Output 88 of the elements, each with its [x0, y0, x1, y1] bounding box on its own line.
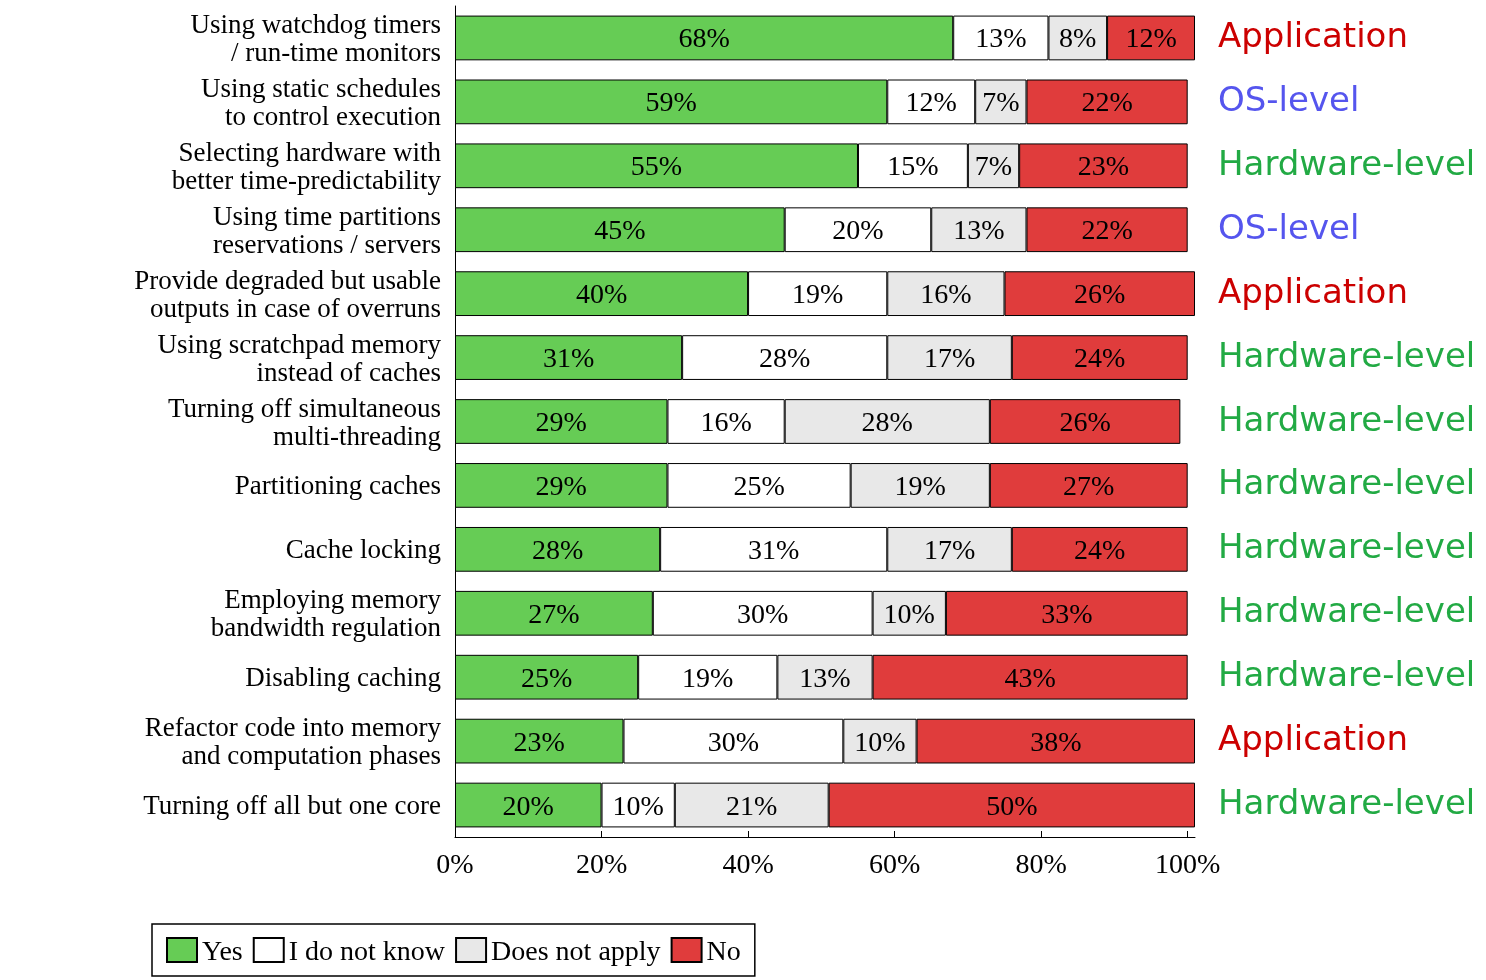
- x-tick-label: 40%: [722, 847, 774, 879]
- data-label: 59%: [645, 86, 697, 118]
- data-label: 23%: [1077, 150, 1130, 182]
- data-label: 29%: [535, 406, 587, 437]
- x-tick-label: 80%: [1015, 847, 1067, 879]
- data-label: 7%: [982, 86, 1020, 118]
- data-label: 27%: [1063, 469, 1115, 501]
- y-tick-label: Using time partitions reservations / servers: [213, 200, 441, 259]
- data-label: 7%: [974, 150, 1013, 182]
- data-label: 31%: [748, 533, 800, 565]
- y-tick-label: Employing memory bandwidth regulation: [210, 584, 442, 643]
- data-label: 16%: [700, 406, 752, 437]
- data-label: 13%: [953, 214, 1005, 246]
- data-label: 19%: [682, 661, 734, 693]
- text: Application: [1218, 718, 1408, 759]
- text: Hardware-level: [1218, 782, 1476, 823]
- x-tick-label: 0%: [436, 847, 474, 879]
- data-label: 55%: [630, 150, 683, 182]
- data-label: 28%: [531, 533, 584, 565]
- text: Hardware-level: [1218, 142, 1476, 183]
- data-label: 20%: [832, 214, 884, 246]
- data-label: 19%: [792, 278, 844, 310]
- y-tick-label: Provide degraded but usable outputs in case of overruns: [134, 264, 442, 323]
- data-label: 22%: [1081, 214, 1133, 246]
- data-label: 8%: [1059, 22, 1097, 54]
- data-label: 43%: [1004, 661, 1056, 693]
- y-tick-label: Selecting hardware with better time-predictability: [171, 136, 442, 195]
- data-label: 38%: [1030, 725, 1082, 757]
- data-label: 24%: [1074, 342, 1126, 374]
- data-label: 26%: [1074, 278, 1126, 310]
- data-label: 13%: [799, 661, 851, 693]
- y-tick-label: Disabling caching: [245, 662, 441, 693]
- text: Hardware-level: [1218, 398, 1476, 439]
- data-label: 33%: [1041, 597, 1093, 629]
- data-label: 26%: [1059, 406, 1111, 437]
- text: Hardware-level: [1218, 526, 1476, 567]
- legend-label: Yes: [202, 934, 243, 966]
- data-label: 45%: [594, 214, 646, 246]
- data-label: 30%: [737, 597, 789, 629]
- data-label: 50%: [986, 789, 1038, 821]
- data-label: 12%: [905, 86, 957, 118]
- data-label: 25%: [520, 661, 573, 693]
- data-label: 13%: [975, 22, 1027, 54]
- data-label: 21%: [726, 789, 778, 821]
- data-label: 25%: [733, 469, 785, 501]
- data-label: 10%: [854, 725, 906, 757]
- x-tick-label: 60%: [868, 847, 921, 879]
- data-label: 17%: [923, 342, 976, 374]
- data-label: 10%: [883, 597, 935, 629]
- data-label: 28%: [759, 342, 811, 374]
- legend-label: Does not apply: [491, 934, 661, 966]
- text: Hardware-level: [1218, 334, 1476, 375]
- y-tick-label: Turning off all but one core: [143, 790, 442, 821]
- data-label: 17%: [923, 533, 976, 565]
- data-label: 40%: [575, 278, 628, 310]
- data-label: 68%: [678, 22, 730, 54]
- text: Hardware-level: [1218, 590, 1476, 631]
- y-tick-label: Refactor code into memory and computation phases: [144, 712, 442, 771]
- data-label: 20%: [502, 789, 554, 821]
- text: Hardware-level: [1218, 654, 1476, 695]
- text: OS-level: [1218, 78, 1360, 119]
- data-label: 16%: [920, 278, 972, 310]
- text: OS-level: [1218, 206, 1360, 247]
- data-label: 28%: [861, 406, 913, 437]
- data-label: 12%: [1125, 22, 1177, 54]
- y-tick-label: Partitioning caches: [234, 470, 441, 501]
- data-label: 29%: [535, 469, 587, 501]
- x-tick-label: 20%: [575, 847, 628, 879]
- data-label: 10%: [612, 789, 664, 821]
- text: Hardware-level: [1218, 462, 1476, 503]
- data-label: 31%: [542, 342, 595, 374]
- data-label: 24%: [1074, 533, 1126, 565]
- y-tick-label: Using scratchpad memory instead of caches: [157, 328, 442, 387]
- data-label: 23%: [513, 725, 565, 757]
- x-tick-label: 100%: [1155, 847, 1221, 879]
- legend-label: No: [706, 934, 741, 966]
- data-label: 22%: [1081, 86, 1133, 118]
- y-tick-label: Turning off simultaneous multi-threading: [167, 392, 441, 451]
- y-tick-label: Cache locking: [285, 534, 441, 565]
- text: Application: [1218, 14, 1408, 55]
- y-tick-label: Using static schedules to control execution: [201, 72, 442, 131]
- data-label: 19%: [894, 469, 946, 501]
- data-label: 30%: [707, 725, 760, 757]
- text: Application: [1218, 270, 1408, 311]
- legend-label: I do not know: [288, 934, 446, 966]
- y-tick-label: Using watchdog timers / run-time monitors: [190, 8, 441, 67]
- data-label: 15%: [887, 150, 939, 182]
- data-label: 27%: [528, 597, 580, 629]
